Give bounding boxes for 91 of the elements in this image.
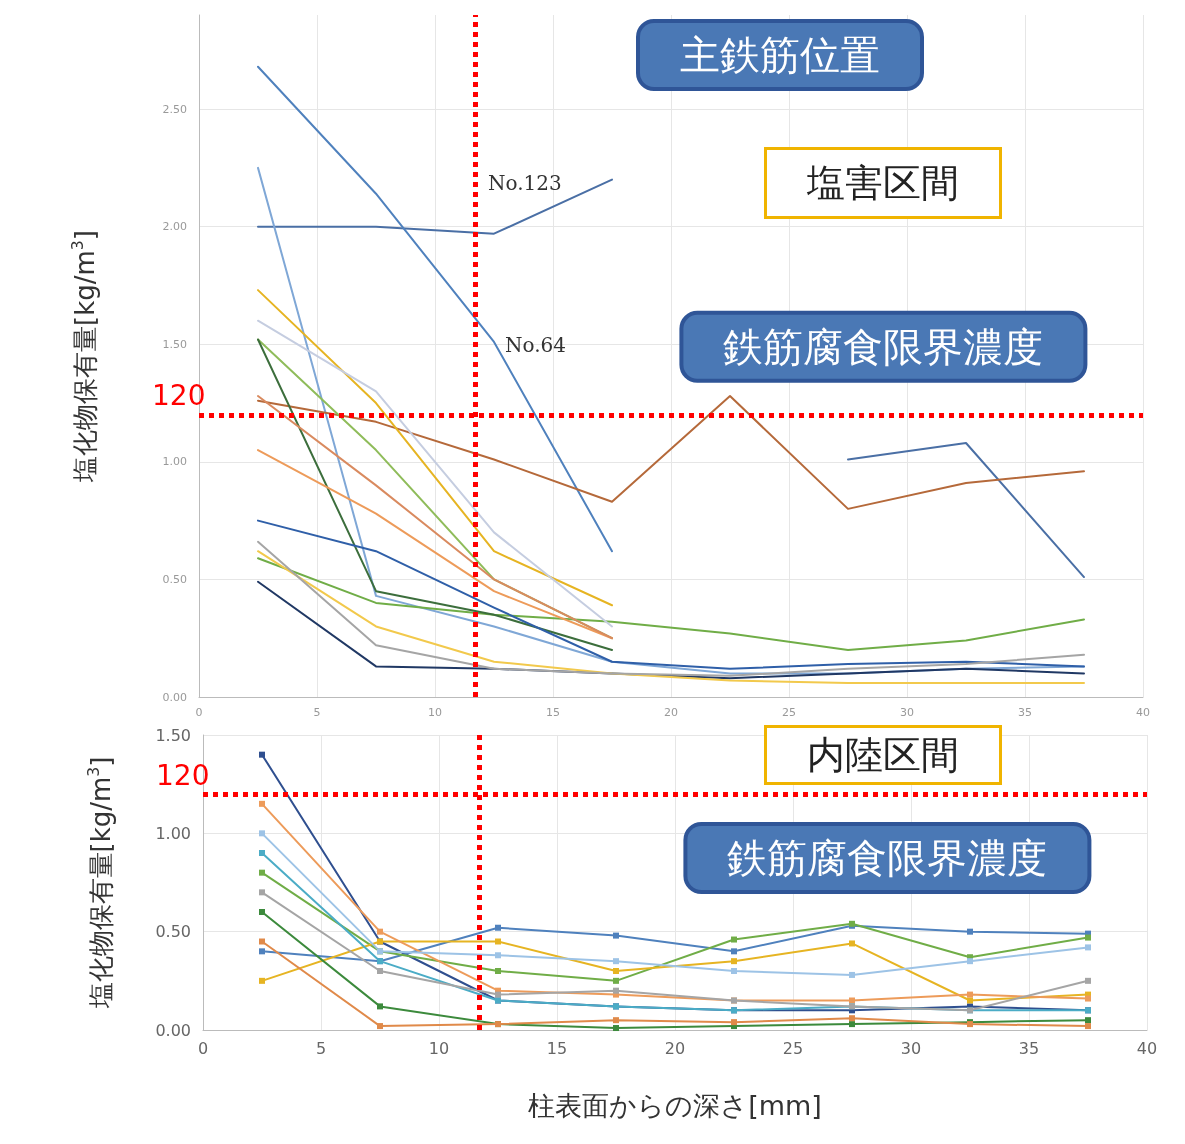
x-tick-label: 10	[428, 706, 442, 719]
y-axis-title: 塩化物保有量[kg/m3]	[85, 756, 116, 1010]
point	[1085, 1017, 1091, 1024]
y-tick-label: 0.50	[162, 572, 187, 586]
annotation: No.64	[505, 333, 566, 357]
point	[613, 932, 619, 939]
y-tick-label: 0.00	[155, 1020, 191, 1040]
annotation: 鉄筋腐食限界濃度	[727, 835, 1048, 881]
x-tick-label: 20	[664, 1038, 686, 1058]
y-tick-label: 2.00	[162, 220, 187, 234]
x-axis-title: 柱表面からの深さ[mm]	[528, 1090, 822, 1121]
point	[731, 936, 737, 943]
point	[495, 968, 501, 974]
x-tick-label: 35	[1018, 706, 1032, 719]
point	[613, 958, 619, 965]
point	[259, 977, 265, 984]
point	[967, 958, 973, 965]
y-tick-label: 0.50	[155, 922, 191, 942]
point	[1085, 1023, 1091, 1030]
ref-line-label: 120	[152, 379, 206, 413]
point	[731, 968, 737, 974]
point	[731, 948, 737, 955]
point	[731, 958, 737, 965]
y-tick-label: 1.50	[162, 337, 187, 351]
point	[613, 987, 619, 994]
x-tick-label: 30	[900, 1038, 922, 1058]
ref-line-label: 120	[156, 758, 210, 792]
x-tick-label: 0	[195, 706, 203, 719]
point	[731, 1019, 737, 1026]
annotation: 鉄筋腐食限界濃度	[723, 323, 1044, 370]
line-series	[257, 65, 613, 553]
x-tick-label: 30	[900, 706, 914, 719]
chart-title: 内陸区間	[807, 733, 959, 777]
point	[259, 850, 265, 856]
x-tick-label: 20	[664, 706, 678, 719]
point	[849, 1021, 855, 1028]
x-tick-label: 15	[546, 1038, 568, 1058]
y-axis-title: 塩化物保有量[kg/m3]	[69, 230, 100, 483]
point	[967, 997, 973, 1004]
x-tick-label: 35	[1018, 1038, 1040, 1058]
point	[613, 968, 619, 974]
annotation: 主鉄筋位置	[680, 32, 880, 78]
point	[377, 1023, 383, 1030]
point	[259, 948, 265, 955]
line-series	[257, 519, 1085, 670]
line-series	[257, 289, 613, 607]
point	[259, 938, 265, 945]
y-tick-label: 2.50	[162, 102, 187, 116]
x-tick-label: 40	[1136, 1038, 1158, 1058]
point	[967, 928, 973, 935]
x-tick-label: 40	[1136, 706, 1150, 719]
y-tick-label: 0.00	[162, 690, 187, 704]
x-tick-label: 5	[313, 706, 321, 719]
point	[613, 1025, 619, 1032]
y-tick-label: 1.50	[155, 725, 191, 745]
point	[377, 1003, 383, 1010]
point	[495, 924, 501, 931]
point	[377, 968, 383, 974]
point	[613, 1017, 619, 1024]
point	[495, 952, 501, 959]
point	[259, 889, 265, 896]
point	[259, 869, 265, 876]
x-tick-label: 0	[197, 1038, 209, 1058]
point	[259, 830, 265, 837]
point	[259, 909, 265, 915]
point	[495, 938, 501, 945]
point	[849, 971, 855, 978]
line-series	[257, 557, 1085, 651]
x-tick-label: 15	[546, 706, 560, 719]
point	[495, 991, 501, 998]
x-tick-label: 10	[428, 1038, 450, 1058]
point	[259, 751, 265, 758]
line-series	[257, 394, 613, 640]
text: 塩害区間	[806, 161, 959, 205]
y-tick-label: 1.00	[155, 823, 191, 843]
point	[613, 977, 619, 984]
x-tick-label: 25	[782, 706, 796, 719]
point	[1085, 944, 1091, 951]
point	[849, 940, 855, 947]
point	[1085, 934, 1091, 941]
x-tick-label: 5	[315, 1038, 327, 1058]
point	[967, 991, 973, 998]
point	[849, 1015, 855, 1022]
x-tick-label: 25	[782, 1038, 804, 1058]
line-series	[257, 394, 1085, 510]
annotation: No.123	[488, 171, 562, 195]
point	[259, 800, 265, 807]
point	[377, 928, 383, 935]
point	[1085, 977, 1091, 984]
y-tick-label: 1.00	[162, 455, 187, 469]
point	[1085, 995, 1091, 1002]
